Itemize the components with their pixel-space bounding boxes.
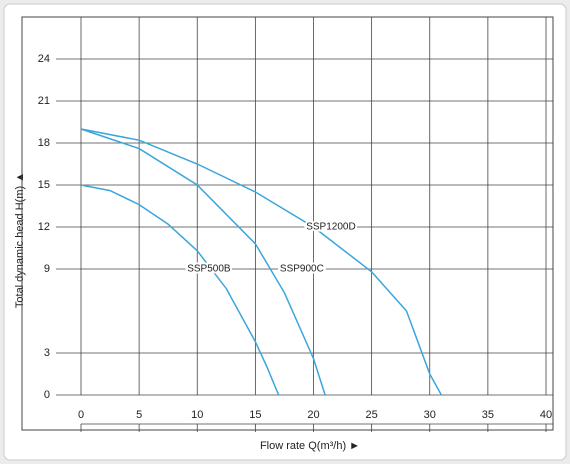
y-tick-label: 12 bbox=[38, 221, 50, 233]
x-tick-label: 35 bbox=[482, 409, 494, 421]
y-tick-label: 24 bbox=[38, 53, 50, 65]
y-tick-label: 15 bbox=[38, 179, 50, 191]
panel bbox=[3, 3, 567, 461]
x-tick-label: 30 bbox=[424, 409, 436, 421]
y-tick-label: 18 bbox=[38, 137, 50, 149]
curve bbox=[80, 128, 443, 396]
x-tick-label: 15 bbox=[249, 409, 261, 421]
x-axis-label: Flow rate Q(m³/h) ► bbox=[260, 440, 360, 452]
curve-label: SSP900C bbox=[280, 264, 324, 275]
curve bbox=[80, 184, 280, 396]
x-tick-label: 10 bbox=[191, 409, 203, 421]
y-axis-label: Total dynamic head H(m) ▲ bbox=[14, 172, 26, 308]
curve bbox=[80, 128, 326, 396]
y-tick-label: 0 bbox=[44, 389, 50, 401]
y-tick-label: 9 bbox=[44, 263, 50, 275]
x-tick-label: 20 bbox=[307, 409, 319, 421]
y-tick-label: 21 bbox=[38, 95, 50, 107]
x-tick-label: 5 bbox=[136, 409, 142, 421]
curve-label: SSP500B bbox=[187, 264, 231, 275]
x-tick-label: 40 bbox=[540, 409, 552, 421]
x-tick-label: 25 bbox=[366, 409, 378, 421]
curve-label: SSP1200D bbox=[306, 222, 355, 233]
y-tick-label: 3 bbox=[44, 347, 50, 359]
x-tick-label: 0 bbox=[78, 409, 84, 421]
plot-frame bbox=[21, 16, 554, 431]
